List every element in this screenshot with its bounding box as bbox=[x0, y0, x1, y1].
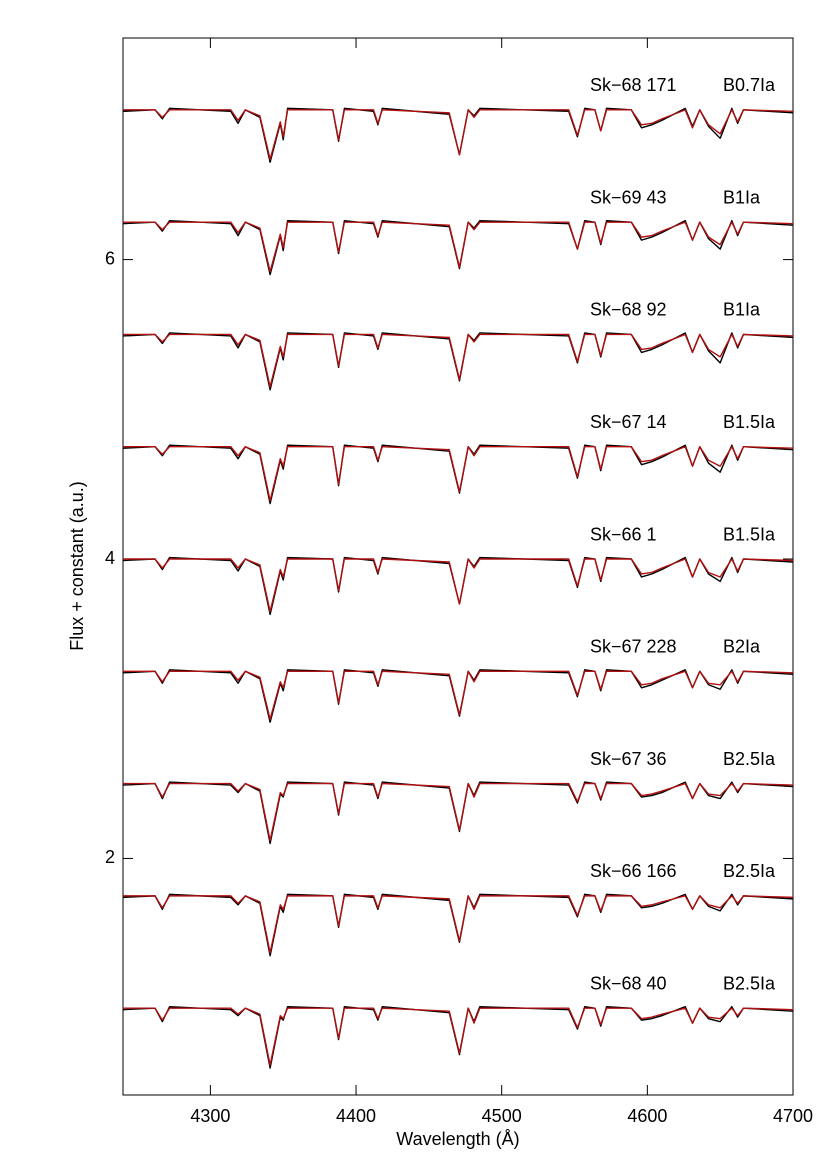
x-tick-label: 4400 bbox=[336, 1106, 376, 1126]
spectral-type: B2.5Ia bbox=[723, 973, 776, 993]
observed-spectrum bbox=[122, 107, 794, 163]
spectral-type: B0.7Ia bbox=[723, 75, 776, 95]
spectral-type: B1.5Ia bbox=[723, 524, 776, 544]
star-name: Sk−66 166 bbox=[590, 861, 677, 881]
star-name: Sk−66 1 bbox=[590, 524, 657, 544]
spectral-type: B2Ia bbox=[723, 637, 761, 657]
spectral-type: B1Ia bbox=[723, 187, 761, 207]
star-name: Sk−67 228 bbox=[590, 637, 677, 657]
model-spectrum bbox=[123, 1007, 794, 1066]
x-tick-label: 4600 bbox=[627, 1106, 667, 1126]
y-axis-label: Flux + constant (a.u.) bbox=[67, 481, 87, 651]
y-tick-label: 6 bbox=[105, 248, 115, 268]
model-spectrum bbox=[123, 446, 794, 502]
x-tick-label: 4700 bbox=[773, 1106, 813, 1126]
x-tick-label: 4300 bbox=[190, 1106, 230, 1126]
x-axis-label: Wavelength (Å) bbox=[396, 1129, 519, 1149]
star-name: Sk−68 40 bbox=[590, 973, 667, 993]
y-tick-label: 4 bbox=[105, 548, 115, 568]
model-spectrum bbox=[123, 221, 794, 273]
star-name: Sk−68 171 bbox=[590, 75, 677, 95]
observed-spectrum bbox=[122, 1005, 794, 1069]
model-spectrum bbox=[123, 895, 794, 954]
model-spectrum bbox=[123, 333, 794, 388]
x-tick-label: 4500 bbox=[482, 1106, 522, 1126]
star-name: Sk−67 14 bbox=[590, 412, 667, 432]
star-name: Sk−68 92 bbox=[590, 300, 667, 320]
spectral-type: B2.5Ia bbox=[723, 861, 776, 881]
star-name: Sk−67 36 bbox=[590, 749, 667, 769]
observed-spectrum bbox=[122, 893, 794, 957]
observed-spectrum bbox=[122, 219, 794, 276]
observed-spectrum bbox=[122, 332, 794, 391]
plot-frame bbox=[122, 37, 794, 1096]
star-name: Sk−69 43 bbox=[590, 187, 667, 207]
model-spectrum bbox=[123, 670, 794, 720]
spectral-type: B2.5Ia bbox=[723, 749, 776, 769]
model-spectrum bbox=[123, 782, 794, 842]
observed-spectrum bbox=[122, 781, 794, 845]
observed-spectrum bbox=[122, 669, 794, 723]
y-tick-label: 2 bbox=[105, 847, 115, 867]
spectral-type: B1.5Ia bbox=[723, 412, 776, 432]
model-spectrum bbox=[123, 558, 794, 613]
observed-spectrum bbox=[122, 444, 794, 505]
model-spectrum bbox=[123, 109, 794, 160]
observed-spectrum bbox=[122, 556, 794, 616]
spectral-type: B1Ia bbox=[723, 300, 761, 320]
